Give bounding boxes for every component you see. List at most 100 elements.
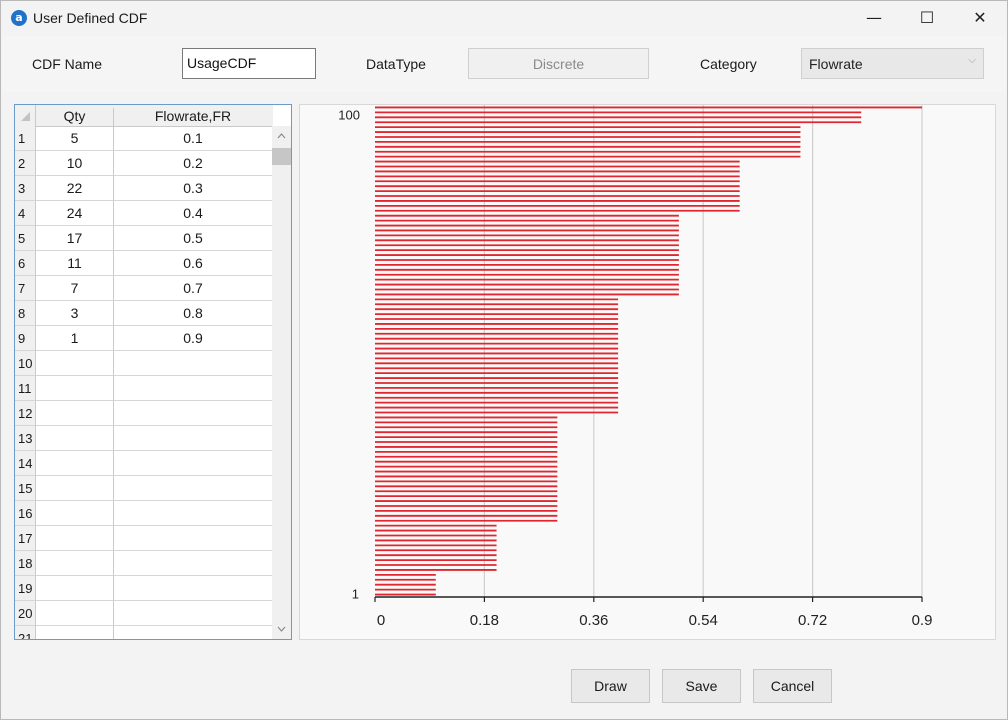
- qty-cell[interactable]: [36, 476, 114, 501]
- qty-cell[interactable]: [36, 551, 114, 576]
- row-header[interactable]: 10: [15, 351, 36, 376]
- row-header[interactable]: 21: [15, 626, 36, 639]
- row-header[interactable]: 16: [15, 501, 36, 526]
- qty-cell[interactable]: 10: [36, 151, 114, 176]
- x-tick-label: 0.54: [689, 612, 718, 629]
- app-logo-icon: a: [11, 10, 27, 26]
- select-all-icon: [21, 112, 30, 121]
- row-header[interactable]: 4: [15, 201, 36, 226]
- flowrate-cell[interactable]: [114, 551, 272, 576]
- y-tick-label: 1: [352, 587, 359, 602]
- grid-corner[interactable]: [15, 105, 36, 126]
- cdf-chart: 0 0.18 0.36 0.54 0.72 0.9 100 1: [338, 105, 933, 629]
- x-tick-label: 0.36: [579, 612, 608, 629]
- category-dropdown: Flowrate ⌵: [801, 48, 984, 79]
- qty-cell[interactable]: [36, 576, 114, 601]
- flowrate-cell[interactable]: 0.3: [114, 176, 272, 201]
- qty-cell[interactable]: 22: [36, 176, 114, 201]
- datatype-field: Discrete: [468, 48, 649, 79]
- datatype-label: DataType: [366, 56, 426, 72]
- qty-cell[interactable]: 17: [36, 226, 114, 251]
- scrollbar-thumb: [272, 148, 291, 165]
- x-tick-label: 0: [377, 612, 385, 629]
- row-header[interactable]: 14: [15, 451, 36, 476]
- row-header[interactable]: 12: [15, 401, 36, 426]
- chevron-down-icon: ⌵: [968, 55, 976, 66]
- flowrate-cell[interactable]: [114, 376, 272, 401]
- row-header[interactable]: 1: [15, 126, 36, 151]
- x-tick-label: 0.9: [912, 612, 933, 629]
- flowrate-cell[interactable]: [114, 626, 272, 639]
- flowrate-cell[interactable]: 0.6: [114, 251, 272, 276]
- qty-cell[interactable]: [36, 451, 114, 476]
- grid-header: Qty Flowrate,FR: [15, 105, 273, 127]
- scrollbar-graphic: [272, 133, 291, 632]
- y-tick-label: 100: [338, 107, 360, 122]
- qty-cell[interactable]: [36, 626, 114, 639]
- row-header[interactable]: 20: [15, 601, 36, 626]
- qty-cell[interactable]: 24: [36, 201, 114, 226]
- qty-cell[interactable]: [36, 526, 114, 551]
- x-tick-label: 0.72: [798, 612, 827, 629]
- flowrate-cell[interactable]: [114, 601, 272, 626]
- row-header[interactable]: 19: [15, 576, 36, 601]
- row-header[interactable]: 11: [15, 376, 36, 401]
- flowrate-cell[interactable]: 0.4: [114, 201, 272, 226]
- flowrate-cell[interactable]: 0.7: [114, 276, 272, 301]
- data-grid[interactable]: Qty Flowrate,FR 1 5 0.1 2 10 0.2 3 22 0.3 4 24 0.4 5…: [14, 104, 292, 640]
- row-header[interactable]: 2: [15, 151, 36, 176]
- flowrate-cell[interactable]: [114, 576, 272, 601]
- row-header[interactable]: 13: [15, 426, 36, 451]
- cdf-chart-panel: 0 0.18 0.36 0.54 0.72 0.9 100 1: [299, 104, 996, 640]
- flowrate-cell[interactable]: 0.1: [114, 126, 272, 151]
- grid-scrollbar[interactable]: [272, 126, 291, 639]
- draw-button[interactable]: Draw: [571, 669, 650, 703]
- flowrate-cell[interactable]: [114, 501, 272, 526]
- qty-cell[interactable]: [36, 351, 114, 376]
- title-bar: a User Defined CDF — ☐ ✕: [1, 1, 1007, 35]
- window-title: User Defined CDF: [33, 10, 148, 26]
- row-header[interactable]: 9: [15, 326, 36, 351]
- row-header[interactable]: 3: [15, 176, 36, 201]
- flowrate-cell[interactable]: 0.5: [114, 226, 272, 251]
- row-header[interactable]: 6: [15, 251, 36, 276]
- row-header[interactable]: 15: [15, 476, 36, 501]
- qty-cell[interactable]: 11: [36, 251, 114, 276]
- save-button[interactable]: Save: [662, 669, 741, 703]
- flowrate-cell[interactable]: 0.8: [114, 301, 272, 326]
- flowrate-cell[interactable]: [114, 401, 272, 426]
- flowrate-cell[interactable]: 0.2: [114, 151, 272, 176]
- close-button[interactable]: ✕: [973, 8, 987, 27]
- qty-cell[interactable]: 3: [36, 301, 114, 326]
- qty-cell[interactable]: 1: [36, 326, 114, 351]
- category-value: Flowrate: [809, 56, 863, 72]
- cdf-properties-panel: CDF Name UsageCDF DataType Discrete Cate…: [2, 36, 1006, 92]
- row-header[interactable]: 7: [15, 276, 36, 301]
- qty-cell[interactable]: 5: [36, 126, 114, 151]
- flowrate-cell[interactable]: 0.9: [114, 326, 272, 351]
- qty-cell[interactable]: [36, 401, 114, 426]
- cancel-button[interactable]: Cancel: [753, 669, 832, 703]
- qty-cell[interactable]: [36, 501, 114, 526]
- column-header-flowrate[interactable]: Flowrate,FR: [154, 108, 232, 124]
- row-header[interactable]: 18: [15, 551, 36, 576]
- maximize-button[interactable]: ☐: [919, 8, 935, 27]
- flowrate-cell[interactable]: [114, 426, 272, 451]
- row-header[interactable]: 17: [15, 526, 36, 551]
- minimize-button[interactable]: —: [866, 8, 882, 27]
- flowrate-cell[interactable]: [114, 476, 272, 501]
- qty-cell[interactable]: 7: [36, 276, 114, 301]
- row-header[interactable]: 8: [15, 301, 36, 326]
- column-header-qty[interactable]: Qty: [36, 108, 114, 126]
- qty-cell[interactable]: [36, 426, 114, 451]
- flowrate-cell[interactable]: [114, 526, 272, 551]
- qty-cell[interactable]: [36, 376, 114, 401]
- cdf-name-input[interactable]: UsageCDF: [182, 48, 316, 79]
- x-tick-label: 0.18: [470, 612, 499, 629]
- row-header[interactable]: 5: [15, 226, 36, 251]
- category-label: Category: [700, 56, 757, 72]
- flowrate-cell[interactable]: [114, 451, 272, 476]
- qty-cell[interactable]: [36, 601, 114, 626]
- flowrate-cell[interactable]: [114, 351, 272, 376]
